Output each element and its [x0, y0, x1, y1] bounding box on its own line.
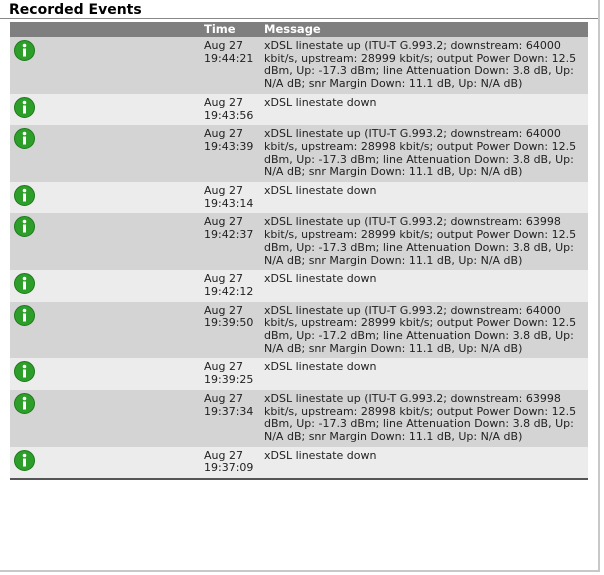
section-title: Recorded Events: [9, 2, 142, 18]
event-row: Aug 27 19:43:56 xDSL linestate down: [10, 93, 588, 126]
header-row: Time Message: [10, 22, 588, 37]
header-icon: [10, 22, 200, 37]
time-cell: Aug 27 19:42:12: [200, 270, 260, 302]
event-row: Aug 27 19:39:25 xDSL linestate down: [10, 358, 588, 390]
time-cell: Aug 27 19:39:25: [200, 358, 260, 390]
message-cell: xDSL linestate up (ITU-T G.993.2; downst…: [260, 37, 588, 94]
info-icon: [14, 40, 35, 61]
event-row: Aug 27 19:44:21 xDSL linestate up (ITU-T …: [10, 37, 588, 94]
message-cell: xDSL linestate up (ITU-T G.993.2; downst…: [260, 213, 588, 271]
icon-cell: [10, 446, 200, 480]
time-cell: Aug 27 19:42:37: [200, 213, 260, 271]
header-cell: Message: [260, 22, 588, 37]
message-cell: xDSL linestate up (ITU-T G.993.2; downst…: [260, 389, 588, 447]
message-cell: xDSL linestate down: [260, 358, 588, 390]
event-row: Aug 27 19:43:39 xDSL linestate up (ITU-T …: [10, 125, 588, 183]
time-cell: Aug 27 19:43:39: [200, 125, 260, 183]
event-row: Aug 27 19:43:14 xDSL linestate down: [10, 182, 588, 214]
info-icon: [14, 96, 35, 118]
info-icon: [14, 304, 35, 326]
icon-cell: [10, 93, 200, 126]
time-cell: Aug 27 19:37:09: [200, 446, 260, 480]
message-cell: xDSL linestate up (ITU-T G.993.2; downst…: [260, 301, 588, 359]
info-icon: [14, 185, 35, 207]
events-table: Time Message Aug 27 19:44:21 xDSL linesta…: [10, 22, 588, 481]
info-icon: [14, 216, 35, 238]
time-cell: Aug 27 19:44:21: [200, 37, 260, 94]
time-cell: Aug 27 19:39:50: [200, 301, 260, 359]
icon-cell: [10, 389, 200, 447]
event-row: Aug 27 19:37:09 xDSL linestate down: [10, 446, 588, 480]
message-cell: xDSL linestate up (ITU-T G.993.2; downst…: [260, 125, 588, 183]
message-cell: xDSL linestate down: [260, 93, 588, 126]
icon-cell: [10, 182, 200, 214]
info-icon: [14, 128, 35, 150]
icon-cell: [10, 37, 200, 94]
event-row: Aug 27 19:37:34 xDSL linestate up (ITU-T …: [10, 389, 588, 447]
title-rule: [0, 18, 598, 19]
time-cell: Aug 27 19:43:14: [200, 182, 260, 214]
info-icon: [14, 273, 35, 295]
info-icon: [14, 392, 35, 414]
event-row: Aug 27 19:39:50 xDSL linestate up (ITU-T …: [10, 301, 588, 359]
icon-cell: [10, 125, 200, 183]
icon-cell: [10, 213, 200, 271]
header-cell: Time: [200, 22, 260, 37]
event-row: Aug 27 19:42:37 xDSL linestate up (ITU-T …: [10, 213, 588, 271]
time-cell: Aug 27 19:43:56: [200, 93, 260, 126]
message-cell: xDSL linestate down: [260, 446, 588, 480]
icon-cell: [10, 301, 200, 359]
message-cell: xDSL linestate down: [260, 270, 588, 302]
icon-cell: [10, 270, 200, 302]
icon-cell: [10, 358, 200, 390]
info-icon: [14, 361, 35, 383]
time-cell: Aug 27 19:37:34: [200, 389, 260, 447]
event-row: Aug 27 19:42:12 xDSL linestate down: [10, 270, 588, 302]
message-cell: xDSL linestate down: [260, 182, 588, 214]
info-icon: [14, 449, 35, 471]
